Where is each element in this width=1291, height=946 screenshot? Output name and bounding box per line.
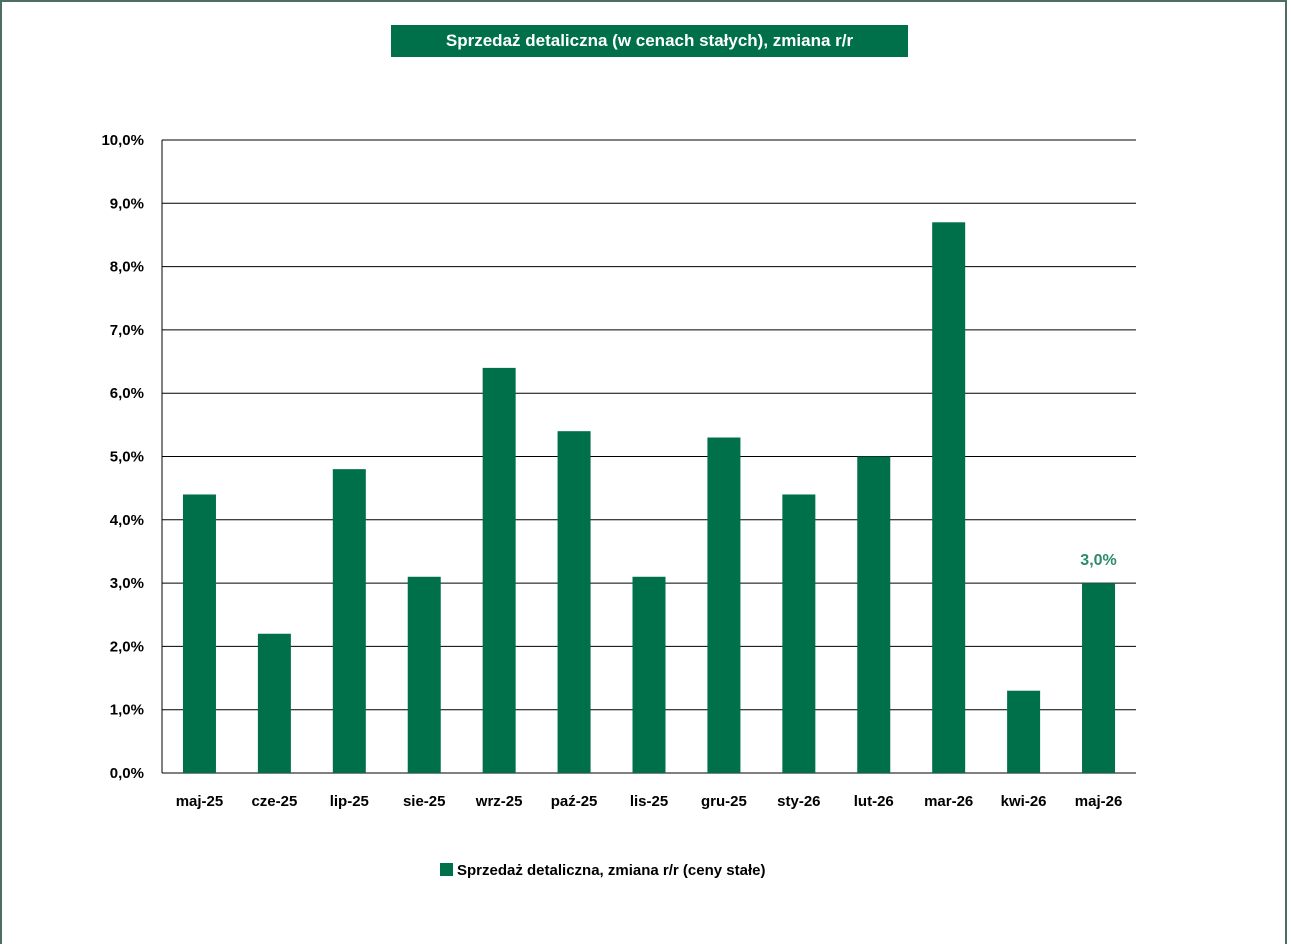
bar bbox=[332, 469, 366, 773]
x-tick-label: paź-25 bbox=[551, 793, 598, 810]
x-tick-label: gru-25 bbox=[701, 793, 747, 810]
y-tick-label: 6,0% bbox=[110, 385, 144, 402]
x-tick-label: kwi-26 bbox=[1001, 793, 1047, 810]
bars bbox=[182, 222, 1116, 774]
bar bbox=[182, 494, 216, 773]
bar bbox=[1082, 583, 1116, 773]
x-tick-label: wrz-25 bbox=[475, 793, 523, 810]
bar bbox=[632, 576, 666, 773]
data-label: 3,0% bbox=[1080, 552, 1116, 569]
bar bbox=[782, 494, 816, 773]
x-tick-label: sty-26 bbox=[777, 793, 820, 810]
x-tick-label: sie-25 bbox=[403, 793, 446, 810]
x-tick-label: maj-25 bbox=[176, 793, 224, 810]
chart-title: Sprzedaż detaliczna (w cenach stałych), … bbox=[391, 25, 908, 57]
y-tick-label: 2,0% bbox=[110, 638, 144, 655]
x-tick-label: lut-26 bbox=[854, 793, 894, 810]
y-tick-label: 10,0% bbox=[101, 132, 144, 149]
x-tick-label: maj-26 bbox=[1075, 793, 1123, 810]
bar bbox=[482, 367, 516, 773]
legend: Sprzedaż detaliczna, zmiana r/r (ceny st… bbox=[440, 862, 765, 879]
y-tick-label: 4,0% bbox=[110, 512, 144, 529]
y-tick-label: 5,0% bbox=[110, 449, 144, 466]
y-tick-label: 3,0% bbox=[110, 575, 144, 592]
legend-label: Sprzedaż detaliczna, zmiana r/r (ceny st… bbox=[457, 862, 765, 879]
bar bbox=[407, 576, 441, 773]
x-tick-label: lis-25 bbox=[630, 793, 668, 810]
data-labels: 3,0% bbox=[1080, 552, 1116, 569]
y-tick-label: 0,0% bbox=[110, 765, 144, 782]
bar bbox=[257, 633, 291, 773]
y-tick-label: 1,0% bbox=[110, 702, 144, 719]
y-tick-label: 7,0% bbox=[110, 322, 144, 339]
bar bbox=[932, 222, 966, 774]
y-tick-label: 8,0% bbox=[110, 259, 144, 276]
gridlines bbox=[161, 139, 1136, 774]
bar bbox=[1007, 690, 1041, 773]
bar bbox=[557, 431, 591, 773]
bar bbox=[857, 456, 891, 773]
bar bbox=[707, 437, 741, 773]
y-tick-label: 9,0% bbox=[110, 195, 144, 212]
x-tick-label: lip-25 bbox=[330, 793, 369, 810]
x-axis-tick-labels: maj-25 cze-25 lip-25 sie-25 wrz-25 paź-25 lis-… bbox=[176, 793, 1123, 810]
y-axis-tick-labels: 0,0% 1,0% 2,0% 3,0% 4,0% 5,0% 6,0% 7,0% 8,0% 9,0%… bbox=[101, 132, 144, 782]
x-tick-label: cze-25 bbox=[251, 793, 297, 810]
legend-swatch bbox=[440, 863, 453, 876]
x-tick-label: mar-26 bbox=[924, 793, 973, 810]
